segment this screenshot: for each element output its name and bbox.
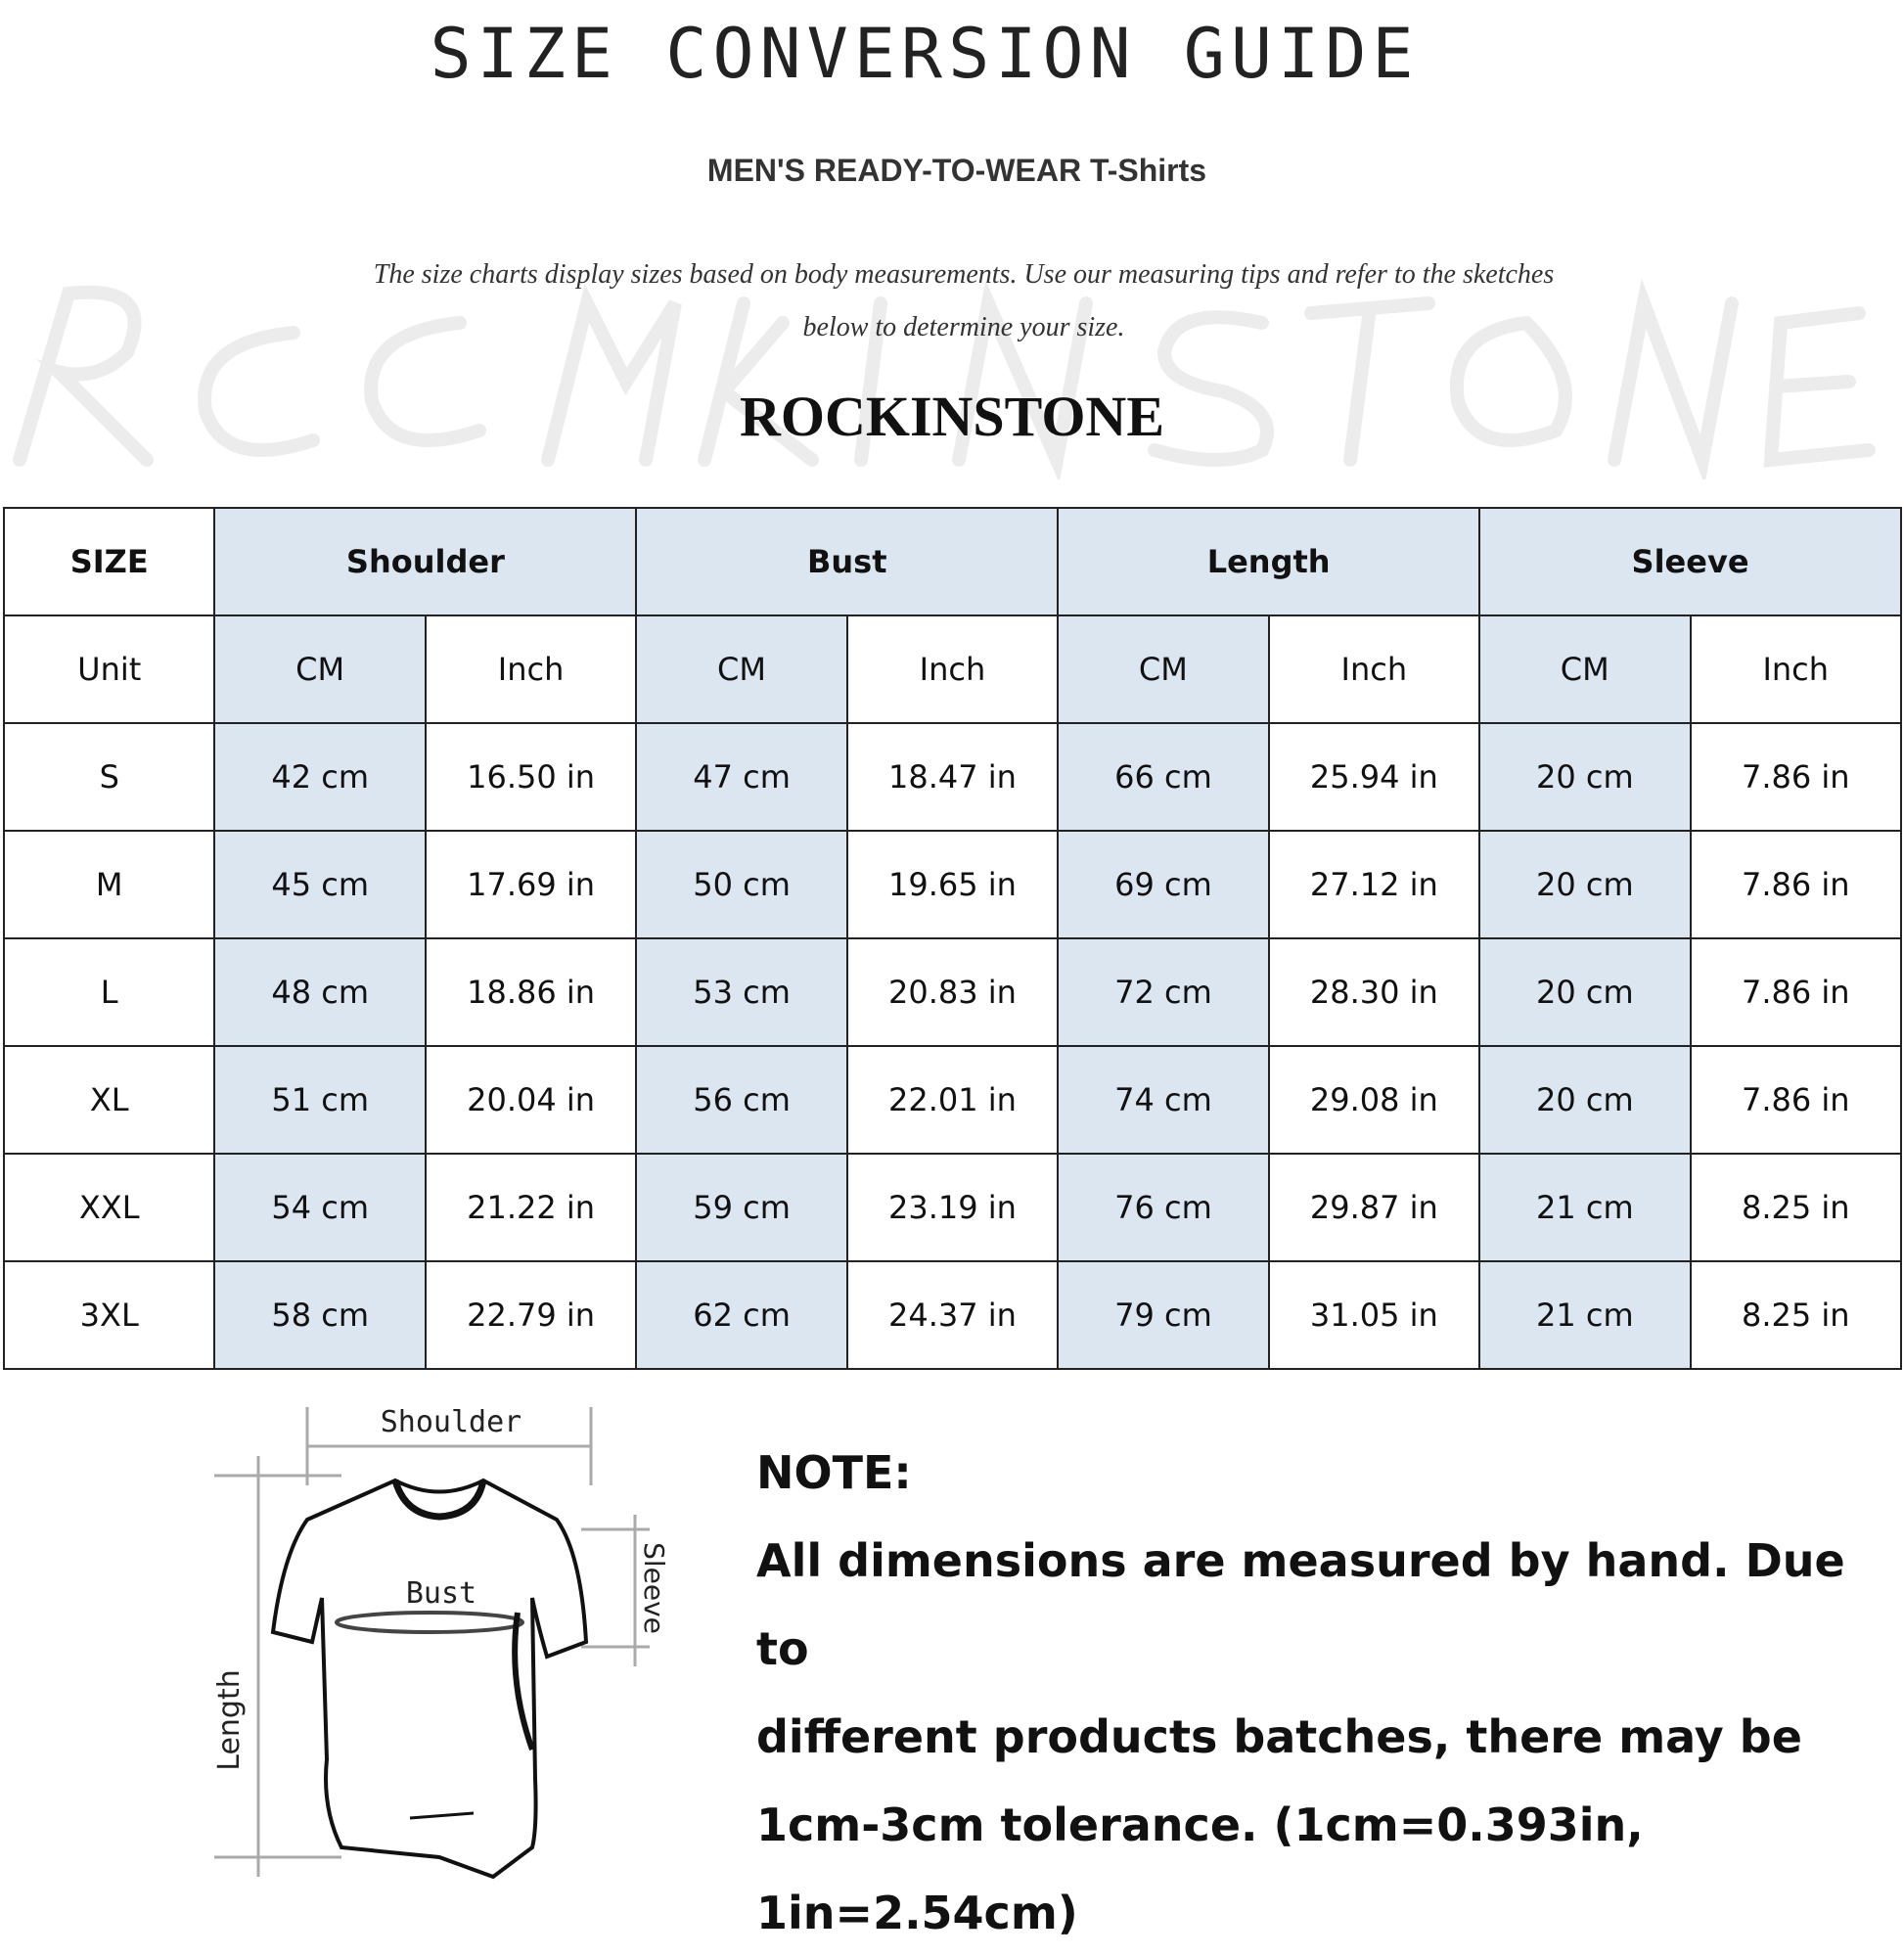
value-cell: 17.69 in: [424, 830, 638, 939]
page-title: SIZE CONVERSION GUIDE: [430, 14, 1420, 94]
value-cell: 18.86 in: [424, 937, 638, 1047]
brand-name: ROCKINSTONE: [739, 385, 1165, 448]
table-row: 3XL 58 cm 22.79 in 62 cm 24.37 in 79 cm 31.05 …: [2, 1260, 1902, 1370]
value-cell: 20 cm: [1478, 722, 1692, 832]
sketch-label-length: Length: [212, 1669, 247, 1770]
unit-cell: CM: [635, 614, 848, 724]
value-cell: 20 cm: [1478, 937, 1692, 1047]
unit-cell: CM: [213, 614, 427, 724]
value-cell: 42 cm: [213, 722, 427, 832]
value-cell: 20 cm: [1478, 830, 1692, 939]
value-cell: 48 cm: [213, 937, 427, 1047]
value-cell: 25.94 in: [1267, 722, 1481, 832]
value-cell: 21.22 in: [424, 1153, 638, 1262]
value-cell: 21 cm: [1478, 1260, 1692, 1370]
note-line: different products batches, there may be: [756, 1710, 1802, 1763]
value-cell: 21 cm: [1478, 1153, 1692, 1262]
header-length: Length: [1057, 507, 1481, 616]
size-cell: 3XL: [2, 1260, 216, 1370]
value-cell: 66 cm: [1057, 722, 1270, 832]
subtitle: MEN'S READY-TO-WEAR T-Shirts: [706, 153, 1207, 188]
value-cell: 62 cm: [635, 1260, 848, 1370]
value-cell: 24.37 in: [845, 1260, 1060, 1370]
unit-cell: Inch: [1267, 614, 1481, 724]
value-cell: 28.30 in: [1267, 937, 1481, 1047]
sketch-label-bust: Bust: [406, 1576, 476, 1611]
value-cell: 7.86 in: [1689, 722, 1902, 832]
header-size: SIZE: [2, 507, 216, 616]
value-cell: 31.05 in: [1267, 1260, 1481, 1370]
value-cell: 19.65 in: [845, 830, 1060, 939]
value-cell: 29.87 in: [1267, 1153, 1481, 1262]
value-cell: 72 cm: [1057, 937, 1270, 1047]
table-header-row: SIZE Shoulder Bust Length Sleeve: [2, 507, 1902, 616]
unit-cell: Inch: [424, 614, 638, 724]
value-cell: 20.83 in: [845, 937, 1060, 1047]
value-cell: 20.04 in: [424, 1045, 638, 1155]
value-cell: 7.86 in: [1689, 830, 1902, 939]
size-cell: XXL: [2, 1153, 216, 1262]
size-cell: L: [2, 937, 216, 1047]
value-cell: 50 cm: [635, 830, 848, 939]
sketch-label-shoulder: Shoulder: [381, 1405, 522, 1439]
size-cell: S: [2, 722, 216, 832]
table-row: XL 51 cm 20.04 in 56 cm 22.01 in 74 cm 29.08 i…: [2, 1045, 1902, 1155]
table-row: S 42 cm 16.50 in 47 cm 18.47 in 66 cm 25.94 in…: [2, 722, 1902, 832]
note-line: All dimensions are measured by hand. Due…: [756, 1534, 1845, 1675]
size-cell: XL: [2, 1045, 216, 1155]
unit-cell: CM: [1057, 614, 1270, 724]
intro-line: The size charts display sizes based on b…: [373, 259, 1555, 290]
value-cell: 27.12 in: [1267, 830, 1481, 939]
note-heading: NOTE:: [756, 1446, 912, 1499]
value-cell: 56 cm: [635, 1045, 848, 1155]
value-cell: 47 cm: [635, 722, 848, 832]
value-cell: 54 cm: [213, 1153, 427, 1262]
intro-text: The size charts display sizes based on b…: [294, 249, 1634, 354]
intro-line: below to determine your size.: [802, 312, 1125, 342]
value-cell: 53 cm: [635, 937, 848, 1047]
table-row: XXL 54 cm 21.22 in 59 cm 23.19 in 76 cm 29.87 …: [2, 1153, 1902, 1262]
watermark: [13, 278, 1876, 479]
tshirt-sketch: Shoulder Bust Length Sleeve: [212, 1405, 670, 1880]
value-cell: 16.50 in: [424, 722, 638, 832]
value-cell: 23.19 in: [845, 1153, 1060, 1262]
value-cell: 18.47 in: [845, 722, 1060, 832]
size-table: SIZE Shoulder Bust Length Sleeve Unit CM I…: [2, 507, 1902, 1370]
unit-cell: Unit: [2, 614, 216, 724]
value-cell: 51 cm: [213, 1045, 427, 1155]
value-cell: 29.08 in: [1267, 1045, 1481, 1155]
value-cell: 79 cm: [1057, 1260, 1270, 1370]
value-cell: 76 cm: [1057, 1153, 1270, 1262]
unit-cell: CM: [1478, 614, 1692, 724]
value-cell: 69 cm: [1057, 830, 1270, 939]
value-cell: 8.25 in: [1689, 1260, 1902, 1370]
sketch-label-sleeve: Sleeve: [638, 1542, 670, 1634]
unit-cell: Inch: [1689, 614, 1902, 724]
value-cell: 74 cm: [1057, 1045, 1270, 1155]
value-cell: 58 cm: [213, 1260, 427, 1370]
value-cell: 22.01 in: [845, 1045, 1060, 1155]
value-cell: 7.86 in: [1689, 937, 1902, 1047]
table-row: L 48 cm 18.86 in 53 cm 20.83 in 72 cm 28.30 in…: [2, 937, 1902, 1047]
units-row: Unit CM Inch CM Inch CM Inch CM Inch: [2, 614, 1902, 724]
unit-cell: Inch: [845, 614, 1060, 724]
note-line: 1cm-3cm tolerance. (1cm=0.393in, 1in=2.5…: [756, 1798, 1644, 1939]
value-cell: 59 cm: [635, 1153, 848, 1262]
value-cell: 20 cm: [1478, 1045, 1692, 1155]
value-cell: 7.86 in: [1689, 1045, 1902, 1155]
header-sleeve: Sleeve: [1478, 507, 1902, 616]
size-cell: M: [2, 830, 216, 939]
header-bust: Bust: [635, 507, 1060, 616]
table-row: M 45 cm 17.69 in 50 cm 19.65 in 69 cm 27.12 in…: [2, 830, 1902, 939]
value-cell: 45 cm: [213, 830, 427, 939]
header-shoulder: Shoulder: [213, 507, 638, 616]
value-cell: 22.79 in: [424, 1260, 638, 1370]
note: NOTE: All dimensions are measured by han…: [756, 1429, 1904, 1957]
value-cell: 8.25 in: [1689, 1153, 1902, 1262]
